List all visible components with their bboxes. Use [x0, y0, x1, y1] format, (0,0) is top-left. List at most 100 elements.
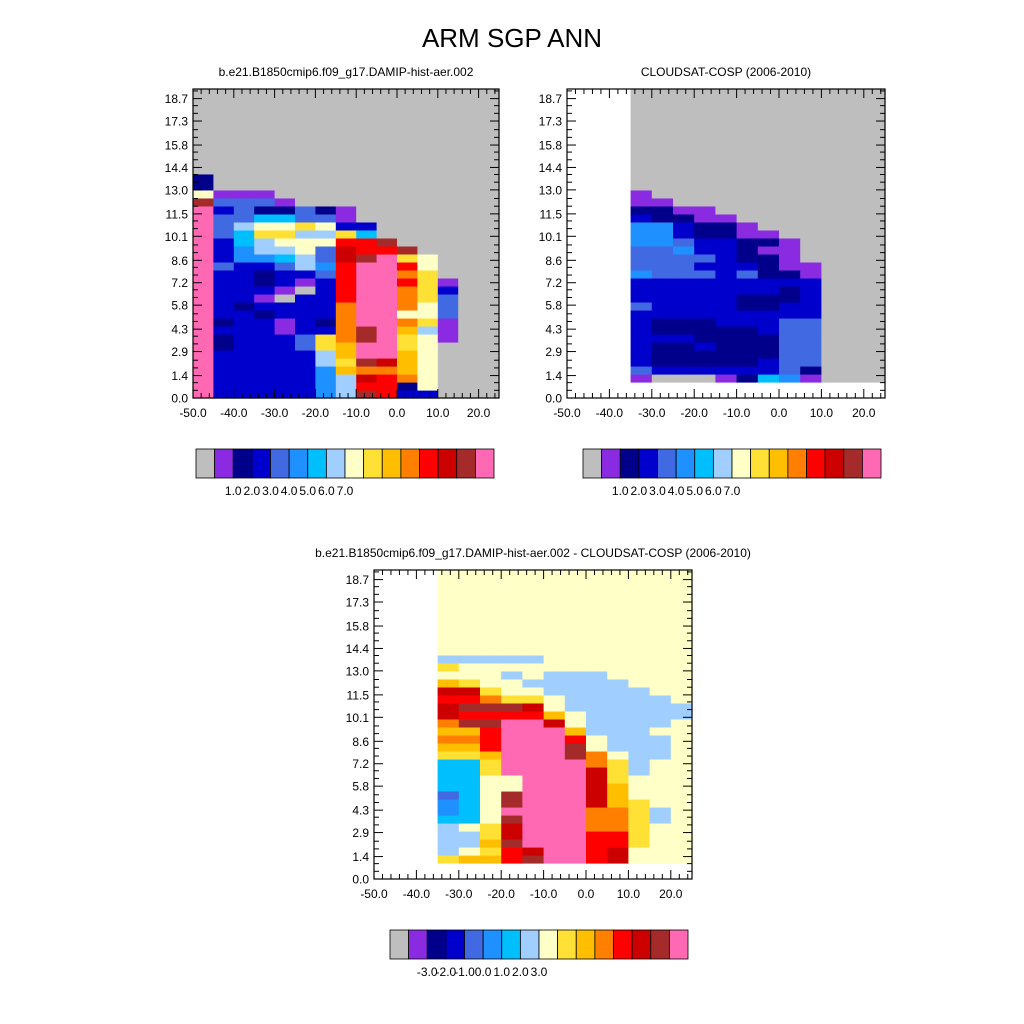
- heatmap-cell: [715, 205, 738, 215]
- heatmap-cell: [522, 646, 545, 656]
- heatmap-cell: [607, 846, 629, 856]
- heatmap-cell: [863, 89, 886, 183]
- heatmap-cell: [757, 197, 780, 207]
- heatmap-cell: [437, 750, 460, 760]
- heatmap-cell: [437, 830, 460, 840]
- heatmap-cell: [863, 261, 886, 271]
- heatmap-cell: [715, 89, 738, 183]
- heatmap-cell: [274, 277, 296, 287]
- y-tick-label: 5.8: [171, 299, 188, 313]
- colorbar-label: -3.0: [417, 965, 438, 979]
- heatmap-cell: [607, 814, 629, 824]
- colorbar-box: [389, 929, 410, 960]
- heatmap-cell: [417, 89, 439, 159]
- heatmap-cell: [480, 678, 502, 688]
- heatmap-cell: [821, 253, 844, 263]
- heatmap-cell: [356, 389, 378, 399]
- heatmap-cell: [543, 726, 566, 736]
- heatmap-cell: [694, 333, 716, 343]
- heatmap-cell: [437, 253, 459, 263]
- heatmap-cell: [193, 229, 214, 239]
- heatmap-cell: [356, 365, 378, 375]
- heatmap-cell: [376, 341, 398, 351]
- heatmap-cell: [670, 654, 693, 664]
- heatmap-cell: [649, 662, 672, 672]
- heatmap-cell: [522, 854, 545, 864]
- heatmap-cell: [193, 349, 214, 359]
- heatmap-cell: [233, 365, 255, 375]
- heatmap-cell: [437, 782, 460, 792]
- y-tick-label: 13.0: [539, 183, 563, 197]
- heatmap-cell: [478, 349, 500, 359]
- heatmap-cell: [564, 678, 587, 688]
- heatmap-cell: [478, 213, 500, 223]
- heatmap-cell: [315, 365, 337, 375]
- heatmap-cell: [694, 245, 716, 255]
- colorbar-box: [408, 929, 428, 960]
- heatmap-cell: [630, 285, 653, 295]
- x-tick-label: -50.0: [179, 406, 207, 420]
- heatmap-cell: [863, 229, 886, 239]
- heatmap-cell: [437, 269, 459, 279]
- colorbar-box: [657, 448, 677, 479]
- heatmap-cell: [356, 253, 378, 263]
- heatmap-cell: [649, 570, 672, 640]
- heatmap-cell: [842, 317, 865, 327]
- heatmap-cell: [480, 710, 502, 720]
- heatmap-cell: [417, 245, 439, 255]
- heatmap-cell: [501, 830, 523, 840]
- colorbar-box: [861, 448, 882, 479]
- heatmap-cell: [670, 822, 693, 832]
- colorbar-label: 1.0: [493, 965, 510, 979]
- axis-ticks: [373, 570, 692, 880]
- colorbar-box: [363, 448, 383, 479]
- heatmap-cell: [543, 774, 566, 784]
- heatmap-cell: [673, 237, 695, 247]
- heatmap-cell: [607, 570, 629, 640]
- heatmap-cell: [478, 301, 500, 311]
- heatmap-cell: [564, 670, 587, 680]
- heatmap-cell: [397, 197, 418, 207]
- colorbar-box: [824, 448, 845, 479]
- colorbar-box: [631, 929, 652, 960]
- heatmap-cell: [842, 261, 865, 271]
- heatmap-cell: [670, 806, 693, 816]
- heatmap-cell: [501, 670, 523, 680]
- heatmap-cell: [736, 333, 759, 343]
- heatmap-cell: [628, 686, 651, 696]
- heatmap-cell: [670, 694, 693, 704]
- heatmap-cell: [800, 189, 822, 199]
- heatmap-cell: [670, 638, 693, 648]
- heatmap-cell: [315, 89, 337, 159]
- heatmap-cell: [315, 197, 337, 207]
- heatmap-cell: [356, 277, 378, 287]
- heatmap-cell: [628, 570, 651, 640]
- heatmap-cell: [543, 766, 566, 776]
- heatmap-cell: [213, 173, 235, 183]
- heatmap-cell: [779, 349, 801, 359]
- heatmap-cell: [274, 301, 296, 311]
- heatmap-cell: [607, 726, 629, 736]
- heatmap-cell: [458, 381, 480, 391]
- heatmap-cell: [501, 846, 523, 856]
- heatmap-cell: [233, 293, 255, 303]
- heatmap-cell: [356, 157, 378, 167]
- heatmap-cell: [651, 213, 674, 223]
- heatmap-cell: [842, 229, 865, 239]
- heatmap-cell: [213, 189, 235, 199]
- y-tick-label: 5.8: [352, 780, 369, 794]
- heatmap-cell: [842, 277, 865, 287]
- heatmap-cell: [673, 357, 695, 367]
- y-tick-label: 18.7: [165, 92, 189, 106]
- heatmap-cell: [863, 317, 886, 327]
- y-tick-label: 18.7: [346, 573, 370, 587]
- heatmap-cell: [715, 261, 738, 271]
- heatmap-cell: [863, 341, 886, 351]
- colorbar-box: [694, 448, 714, 479]
- heatmap-cell: [193, 253, 214, 263]
- heatmap-cell: [458, 638, 481, 648]
- heatmap-cell: [736, 261, 759, 271]
- heatmap-cell: [295, 357, 316, 367]
- heatmap-cell: [607, 702, 629, 712]
- heatmap-cell: [673, 213, 695, 223]
